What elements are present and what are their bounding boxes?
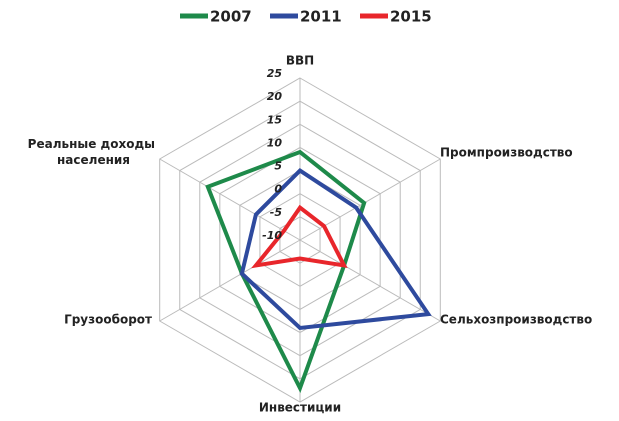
y-tick-label: 20 <box>267 90 283 103</box>
y-tick-label: -5 <box>270 206 283 219</box>
y-tick-label: 0 <box>274 183 282 196</box>
category-label-line: Реальные доходы <box>28 137 155 151</box>
y-tick-label: 25 <box>267 67 283 80</box>
category-label: Промпроизводство <box>440 146 573 160</box>
legend-label: 2007 <box>210 8 252 26</box>
y-tick-label: -10 <box>262 229 282 242</box>
y-tick-label: 15 <box>267 113 283 126</box>
axis-spoke <box>159 158 301 241</box>
y-tick-label: 10 <box>267 136 283 149</box>
category-label: Сельхозпроизводство <box>440 313 592 327</box>
category-label: Инвестиции <box>259 401 341 415</box>
series-line <box>251 204 348 269</box>
legend-label: 2015 <box>390 8 432 26</box>
series-line <box>205 149 367 394</box>
y-tick-label: 5 <box>274 160 282 173</box>
category-label: Грузооборот <box>64 313 152 327</box>
axis-spoke <box>159 239 301 322</box>
category-label-line: населения <box>57 153 130 167</box>
axis-spoke <box>299 239 441 322</box>
category-label: ВВП <box>286 54 314 68</box>
series-line <box>239 168 432 331</box>
category-label: Реальные доходы населения <box>28 137 155 167</box>
legend-label: 2011 <box>300 8 342 26</box>
